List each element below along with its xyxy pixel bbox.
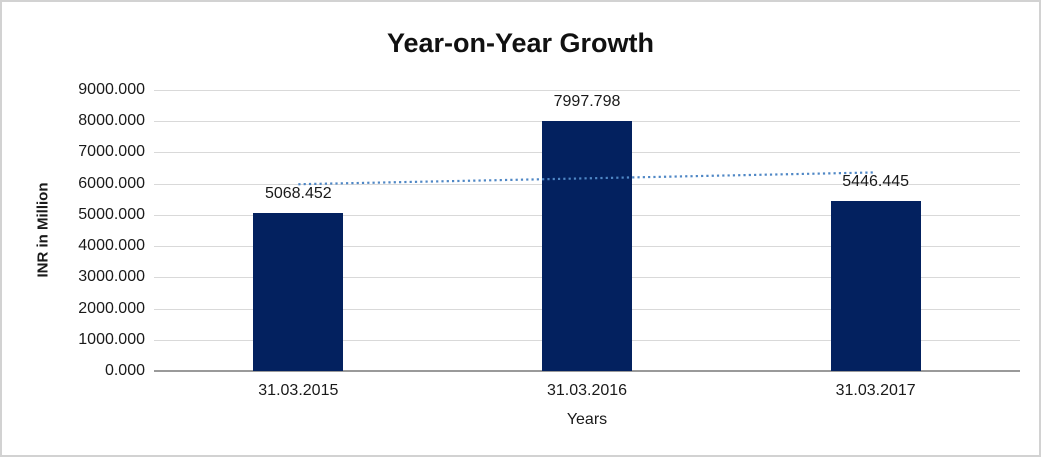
x-axis-title: Years: [566, 411, 608, 428]
y-tick-label: 4000.000: [78, 237, 145, 255]
y-axis-title: INR in Million: [34, 182, 52, 278]
y-tick-label: 5000.000: [78, 205, 145, 223]
x-axis-line: [154, 370, 1020, 372]
y-tick-label: 2000.000: [78, 299, 145, 317]
x-tick-label: 31.03.2015: [258, 382, 339, 399]
chart-title: Year-on-Year Growth: [386, 28, 655, 58]
y-tick-label: 6000.000: [78, 174, 145, 192]
y-tick-label: 9000.000: [78, 81, 145, 98]
gridline: [154, 90, 1020, 91]
x-tick-label: 31.03.2017: [835, 382, 916, 399]
bar: [253, 212, 344, 371]
y-tick-label: 3000.000: [78, 268, 145, 286]
bar: [830, 200, 921, 371]
y-tick-label: 8000.000: [78, 112, 145, 130]
data-label: 7997.798: [553, 93, 621, 111]
bar: [542, 121, 632, 371]
data-label: 5446.445: [842, 172, 910, 190]
y-tick-label: 7000.000: [78, 143, 145, 161]
data-label: 5068.452: [264, 184, 332, 202]
y-tick-label: 1000.000: [78, 330, 145, 348]
y-tick-label: 0.000: [104, 362, 145, 379]
x-tick-label: 31.03.2016: [546, 382, 628, 399]
